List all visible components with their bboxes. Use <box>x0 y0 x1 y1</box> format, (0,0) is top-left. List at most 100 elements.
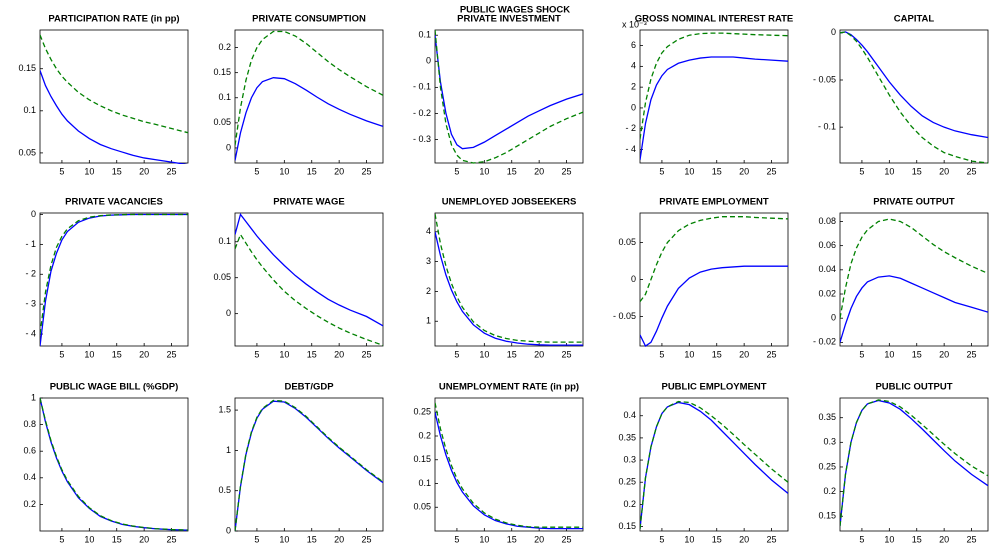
panel-title: CAPITAL <box>894 14 935 25</box>
y-tick-label: - 0.1 <box>818 122 836 132</box>
x-tick-label: 5 <box>59 349 64 359</box>
y-tick-label: 0.2 <box>823 486 836 496</box>
panel-title: PUBLIC EMPLOYMENT <box>661 382 766 393</box>
x-tick-label: 25 <box>167 166 177 176</box>
y-tick-label: 0.08 <box>818 216 836 226</box>
y-tick-label: 0.1 <box>218 92 231 102</box>
axes-frame <box>639 212 789 347</box>
series-line <box>435 213 583 343</box>
x-tick-label: 5 <box>454 349 459 359</box>
y-tick-label: 0.15 <box>618 521 636 531</box>
y-tick-label: 0.15 <box>413 454 431 464</box>
x-tick-label: 10 <box>479 349 489 359</box>
series-line <box>840 399 988 527</box>
series-line <box>840 218 988 319</box>
x-tick-label: 25 <box>767 534 777 544</box>
x-tick-label: 15 <box>507 534 517 544</box>
x-tick-label: 20 <box>334 349 344 359</box>
y-tick-label: 0 <box>631 274 636 284</box>
y-tick-label: 0.05 <box>18 147 36 157</box>
x-tick-label: 20 <box>739 349 749 359</box>
x-tick-label: 15 <box>912 534 922 544</box>
y-tick-label: 0.06 <box>818 240 836 250</box>
panel: PUBLIC OUTPUT 5 10 15 20 25 0.15 0.2 0.25 0.3 0.35 <box>818 382 989 544</box>
y-tick-label: 0.25 <box>818 461 836 471</box>
y-tick-label: 1 <box>426 316 431 326</box>
y-tick-label: 0.3 <box>623 454 636 464</box>
x-tick-label: 25 <box>362 534 372 544</box>
x-tick-label: 20 <box>939 534 949 544</box>
axes-frame <box>39 397 189 532</box>
x-tick-label: 20 <box>739 166 749 176</box>
x-tick-label: 10 <box>684 534 694 544</box>
series-line <box>840 275 988 343</box>
x-tick-label: 20 <box>139 534 149 544</box>
y-tick-label: 6 <box>631 40 636 50</box>
y-tick-label: 0.2 <box>218 42 231 52</box>
x-tick-label: 10 <box>279 166 289 176</box>
series-line <box>235 233 383 346</box>
x-tick-label: 10 <box>684 349 694 359</box>
y-tick-label: 0.8 <box>23 419 36 429</box>
y-tick-label: 0.25 <box>618 477 636 487</box>
y-tick-label: 2 <box>631 82 636 92</box>
x-tick-label: 5 <box>659 166 664 176</box>
y-tick-label: 0.1 <box>418 30 431 40</box>
y-tick-label: 4 <box>426 226 431 236</box>
series-line <box>640 56 788 160</box>
x-tick-label: 5 <box>254 166 259 176</box>
x-tick-label: 15 <box>112 349 122 359</box>
panel: CAPITAL 5 10 15 20 25 - 0.1 - 0.05 0 <box>813 14 989 176</box>
y-tick-label: - 0.1 <box>413 82 431 92</box>
axes-frame <box>39 212 189 347</box>
axes-frame <box>639 397 789 532</box>
panel: PRIVATE VACANCIES 5 10 15 20 25 - 4 - 3 - 2 - 1 0 <box>25 197 189 359</box>
panel: UNEMPLOYED JOBSEEKERS 5 10 15 20 25 1 2 3 4 <box>426 197 584 359</box>
x-tick-label: 15 <box>507 349 517 359</box>
x-tick-label: 20 <box>534 349 544 359</box>
x-tick-label: 25 <box>362 349 372 359</box>
series-line <box>435 412 583 530</box>
axes-frame <box>639 29 789 164</box>
panel-title: PUBLIC OUTPUT <box>875 382 952 393</box>
x-tick-label: 15 <box>712 166 722 176</box>
y-tick-label: 0.15 <box>213 67 231 77</box>
x-tick-label: 15 <box>307 534 317 544</box>
y-tick-label: - 0.3 <box>413 134 431 144</box>
y-tick-label: 0.6 <box>23 446 36 456</box>
panel-title: PRIVATE EMPLOYMENT <box>659 197 769 208</box>
panel-title: PRIVATE CONSUMPTION <box>252 14 366 25</box>
x-tick-label: 20 <box>534 534 544 544</box>
y-tick-label: 1 <box>226 445 231 455</box>
x-tick-label: 25 <box>967 534 977 544</box>
y-tick-label: 0.35 <box>818 412 836 422</box>
panel: PRIVATE INVESTMENT 5 10 15 20 25 - 0.3 - 0.2 - 0… <box>413 14 584 176</box>
axes-frame <box>234 397 384 532</box>
series-line <box>640 32 788 140</box>
x-tick-label: 10 <box>479 166 489 176</box>
panel: UNEMPLOYMENT RATE (in pp) 5 10 15 20 25 0.05 0.… <box>413 382 584 544</box>
x-tick-label: 20 <box>739 534 749 544</box>
y-tick-label: - 1 <box>25 239 36 249</box>
x-tick-label: 5 <box>254 349 259 359</box>
x-tick-label: 20 <box>534 166 544 176</box>
y-tick-label: 0 <box>31 209 36 219</box>
x-tick-label: 5 <box>454 534 459 544</box>
y-tick-label: 0.15 <box>818 511 836 521</box>
y-tick-label: 0.4 <box>623 410 636 420</box>
y-tick-label: 0 <box>631 102 636 112</box>
x-tick-label: 15 <box>507 166 517 176</box>
figure-title: PUBLIC WAGES SHOCK <box>460 5 570 16</box>
x-tick-label: 25 <box>562 534 572 544</box>
panel-title: DEBT/GDP <box>284 382 334 393</box>
x-tick-label: 10 <box>279 534 289 544</box>
series-line <box>435 231 583 346</box>
axes-frame <box>434 212 584 347</box>
panel-title: UNEMPLOYED JOBSEEKERS <box>442 197 577 208</box>
y-tick-label: 0 <box>226 142 231 152</box>
y-tick-label: 0.4 <box>23 472 36 482</box>
y-tick-label: - 0.05 <box>613 311 636 321</box>
x-tick-label: 20 <box>939 349 949 359</box>
